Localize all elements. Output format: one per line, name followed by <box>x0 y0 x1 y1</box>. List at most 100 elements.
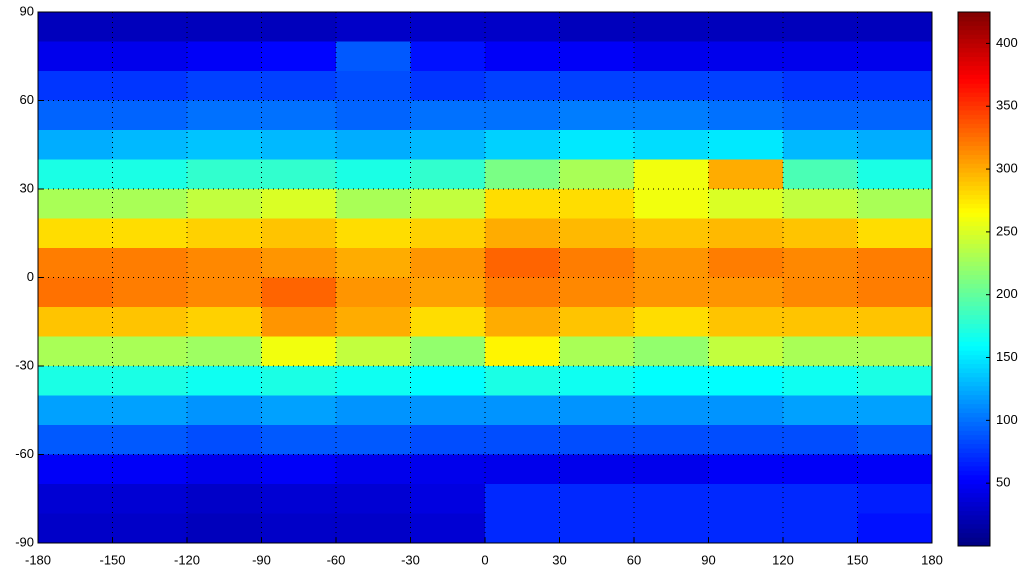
colorbar-segment <box>958 279 990 284</box>
heat-cell <box>708 513 784 544</box>
colorbar-segment <box>958 123 990 129</box>
colorbar-segment <box>958 127 990 133</box>
heat-cell <box>783 100 858 131</box>
colorbar-segment <box>958 310 990 316</box>
heat-cell <box>410 307 486 337</box>
heat-cell <box>708 454 784 485</box>
x-tick-label: 0 <box>481 552 488 567</box>
heat-cell <box>410 277 486 308</box>
y-tick-label: 60 <box>20 92 34 107</box>
heat-cell <box>634 277 709 308</box>
heat-cell <box>634 41 709 72</box>
colorbar-segment <box>958 247 990 253</box>
heat-cell <box>634 484 709 514</box>
colorbar-tick-label: 150 <box>996 349 1018 364</box>
colorbar-segment <box>958 296 990 302</box>
colorbar-segment <box>958 461 990 467</box>
colorbar-segment <box>958 381 990 387</box>
heat-cell <box>783 189 858 219</box>
colorbar-segment <box>958 492 990 498</box>
heat-cell <box>708 130 784 160</box>
heat-cell <box>559 277 635 308</box>
heat-cell <box>485 484 560 514</box>
heat-cell <box>783 484 858 514</box>
heat-cell <box>38 189 113 219</box>
heat-cell <box>783 395 858 426</box>
heat-cell <box>708 307 784 337</box>
heat-cell <box>112 248 188 278</box>
heat-cell <box>783 248 858 278</box>
heat-cell <box>485 454 560 485</box>
heat-cell <box>112 277 188 308</box>
heat-cell <box>336 425 411 455</box>
colorbar-segment <box>958 323 990 329</box>
colorbar-segment <box>958 287 990 293</box>
heat-cell <box>187 159 262 190</box>
heat-cell <box>857 159 933 190</box>
heat-cell <box>261 218 337 249</box>
heat-cell <box>559 189 635 219</box>
heat-cell <box>112 336 188 367</box>
heat-cell <box>857 425 933 455</box>
heat-cell <box>485 395 560 426</box>
heat-cell <box>559 248 635 278</box>
heat-cell <box>187 307 262 337</box>
heat-cell <box>261 395 337 426</box>
heat-cell <box>38 366 113 396</box>
heat-cell <box>261 159 337 190</box>
x-tick-label: -30 <box>401 552 420 567</box>
heat-cell <box>783 12 858 42</box>
heat-cell <box>783 41 858 72</box>
heat-cell <box>708 425 784 455</box>
heat-cell <box>187 189 262 219</box>
heat-cell <box>261 130 337 160</box>
heat-cell <box>261 41 337 72</box>
colorbar-segment <box>958 523 990 529</box>
heat-cell <box>485 366 560 396</box>
colorbar-segment <box>958 230 990 235</box>
heat-cell <box>261 336 337 367</box>
colorbar-segment <box>958 359 990 365</box>
heat-cell <box>187 100 262 131</box>
heat-cell <box>112 218 188 249</box>
heat-cell <box>559 425 635 455</box>
heat-cell <box>410 159 486 190</box>
y-tick-label: -60 <box>15 446 34 461</box>
colorbar-segment <box>958 105 990 111</box>
x-tick-label: -90 <box>252 552 271 567</box>
heat-cell <box>38 395 113 426</box>
heat-cell <box>485 189 560 219</box>
heat-cell <box>410 248 486 278</box>
heat-cell <box>187 277 262 308</box>
heat-cell <box>38 71 113 101</box>
heat-cell <box>38 454 113 485</box>
heat-cell <box>485 218 560 249</box>
colorbar-segment <box>958 141 990 146</box>
heat-cell <box>857 71 933 101</box>
heat-cell <box>261 425 337 455</box>
heat-cell <box>559 307 635 337</box>
colorbar-segment <box>958 505 990 511</box>
colorbar-segment <box>958 390 990 396</box>
colorbar-segment <box>958 474 990 480</box>
colorbar-segment <box>958 421 990 427</box>
heat-cell <box>485 307 560 337</box>
colorbar-segment <box>958 256 990 262</box>
heat-cell <box>187 71 262 101</box>
heat-cell <box>38 513 113 544</box>
colorbar-segment <box>958 448 990 454</box>
colorbar-segment <box>958 101 990 106</box>
colorbar-segment <box>958 69 990 75</box>
colorbar-segment <box>958 372 990 378</box>
heat-cell <box>857 395 933 426</box>
colorbar-segment <box>958 519 990 525</box>
colorbar-tick-label: 350 <box>996 98 1018 113</box>
heat-cell <box>112 513 188 544</box>
heat-cell <box>783 130 858 160</box>
heat-cell <box>410 71 486 101</box>
heat-cell <box>38 248 113 278</box>
heat-cell <box>112 395 188 426</box>
colorbar-tick-label: 400 <box>996 35 1018 50</box>
colorbar-segment <box>958 408 990 413</box>
colorbar-segment <box>958 12 990 17</box>
